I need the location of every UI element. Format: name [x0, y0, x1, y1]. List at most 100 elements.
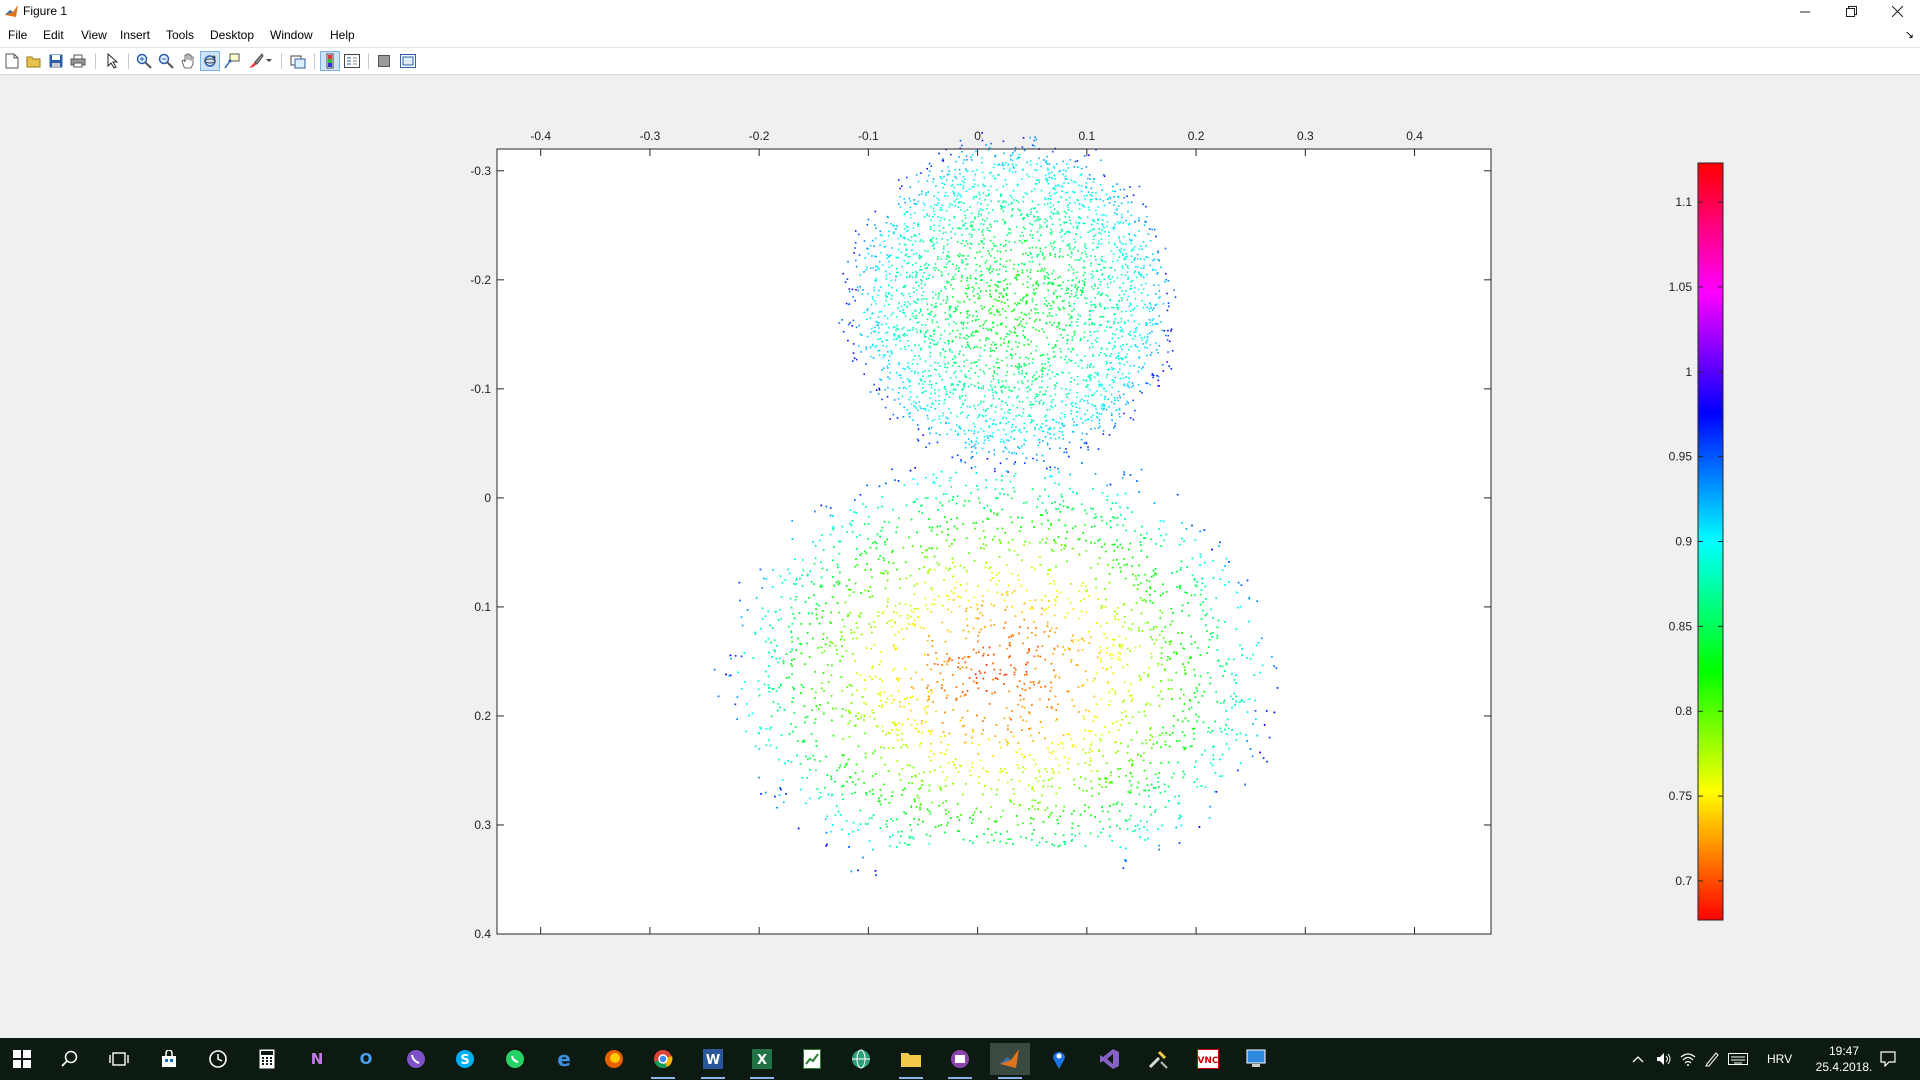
print-figure-button[interactable]	[68, 51, 88, 71]
data-cursor-button[interactable]	[222, 51, 242, 71]
scatter-point	[878, 261, 881, 263]
figure-canvas[interactable]: -0.4 -0.3 -0.2 -0.1 0 0.1 0.2 0.3 0.4 -0.3 -0.2 -0…	[0, 75, 1920, 1038]
minimize-button[interactable]	[1782, 0, 1828, 23]
scatter-point	[1074, 202, 1076, 204]
link-plot-button[interactable]	[288, 51, 308, 71]
scatter-point	[917, 225, 919, 227]
scatter-point	[1006, 294, 1008, 296]
scatter-point	[930, 228, 932, 230]
scatter-point	[897, 256, 900, 259]
scatter-point	[1027, 343, 1030, 346]
scatter-point	[1108, 235, 1110, 237]
scatter-point	[992, 321, 995, 323]
scatter-point	[1098, 413, 1101, 415]
scatter-point	[975, 440, 978, 443]
scatter-point	[985, 409, 987, 411]
brush-dropdown-button[interactable]	[264, 51, 274, 71]
menu-desktop[interactable]: Desktop	[210, 28, 255, 42]
scatter-point	[905, 387, 907, 390]
menu-edit[interactable]: Edit	[43, 28, 64, 42]
save-figure-button[interactable]	[46, 51, 66, 71]
scatter-point	[997, 379, 1000, 382]
pan-button[interactable]	[178, 51, 198, 71]
scatter-plot[interactable]: -0.4 -0.3 -0.2 -0.1 0 0.1 0.2 0.3 0.4 -0.3-0.2-0…	[0, 75, 1920, 1038]
menu-window[interactable]: Window	[270, 28, 313, 42]
menu-view[interactable]: View	[81, 28, 107, 42]
scatter-point	[937, 216, 940, 218]
scatter-point	[949, 315, 951, 317]
scatter-point	[1097, 218, 1099, 220]
scatter-point	[1082, 291, 1084, 293]
scatter-point	[1146, 382, 1149, 385]
scatter-point	[1041, 423, 1044, 425]
brush-button[interactable]	[246, 51, 266, 71]
insert-legend-button[interactable]	[342, 51, 362, 71]
scatter-point	[1051, 150, 1054, 153]
scatter-point	[847, 303, 850, 306]
scatter-point	[1003, 288, 1005, 290]
scatter-point	[998, 311, 1000, 313]
new-figure-button[interactable]	[2, 51, 22, 71]
scatter-point	[1125, 403, 1127, 406]
close-button[interactable]	[1874, 0, 1920, 23]
scatter-point	[958, 426, 960, 429]
scatter-point	[1037, 284, 1040, 287]
scatter-point	[1118, 256, 1120, 258]
scatter-point	[1062, 255, 1064, 258]
zoom-out-button[interactable]	[156, 51, 176, 71]
scatter-point	[942, 299, 945, 302]
open-file-button[interactable]	[24, 51, 44, 71]
menu-file[interactable]: File	[8, 28, 28, 42]
scatter-point	[1075, 181, 1077, 184]
dock-arrow-icon[interactable]: ↘	[1904, 29, 1914, 41]
scatter-point	[1075, 396, 1078, 398]
scatter-point	[1053, 246, 1056, 249]
scatter-point	[1158, 385, 1160, 387]
menu-insert[interactable]: Insert	[120, 28, 151, 42]
scatter-point	[1046, 283, 1049, 285]
restore-button[interactable]	[1828, 0, 1874, 23]
scatter-point	[1062, 329, 1064, 331]
scatter-point	[939, 354, 942, 357]
scatter-point	[1076, 289, 1078, 291]
scatter-point	[909, 329, 911, 332]
scatter-point	[1080, 418, 1082, 420]
scatter-point	[1102, 403, 1105, 406]
scatter-point	[887, 376, 889, 378]
scatter-point	[884, 245, 887, 248]
scatter-point	[1021, 231, 1023, 234]
scatter-point	[1084, 250, 1086, 253]
scatter-point	[1008, 386, 1010, 389]
scatter-point	[1067, 209, 1070, 211]
show-plot-tools-button[interactable]	[398, 51, 418, 71]
scatter-point	[1110, 414, 1113, 417]
scatter-point	[1052, 188, 1055, 190]
menu-help[interactable]: Help	[330, 28, 355, 42]
scatter-point	[1026, 301, 1028, 304]
rotate-3d-button[interactable]	[200, 51, 220, 71]
zoom-in-button[interactable]	[134, 51, 154, 71]
scatter-point	[1108, 196, 1111, 198]
scatter-point	[1009, 154, 1012, 157]
scatter-point	[954, 204, 957, 207]
scatter-point	[907, 255, 909, 258]
edit-plot-button[interactable]	[102, 51, 122, 71]
scatter-point	[866, 223, 869, 226]
scatter-point	[1003, 200, 1005, 202]
scatter-point	[935, 267, 937, 269]
scatter-point	[1030, 340, 1032, 343]
hide-plot-tools-button[interactable]	[374, 51, 394, 71]
scatter-point	[1031, 200, 1034, 203]
menu-tools[interactable]: Tools	[166, 28, 195, 42]
scatter-point	[1125, 310, 1127, 313]
scatter-point	[878, 327, 880, 329]
scatter-point	[1059, 255, 1061, 257]
scatter-point	[1094, 197, 1097, 200]
scatter-point	[1018, 429, 1020, 432]
insert-colorbar-button[interactable]	[320, 51, 340, 71]
scatter-point	[964, 292, 967, 295]
scatter-point	[1166, 339, 1169, 341]
scatter-point	[1063, 451, 1065, 454]
scatter-point	[949, 307, 951, 309]
scatter-point	[918, 383, 920, 385]
